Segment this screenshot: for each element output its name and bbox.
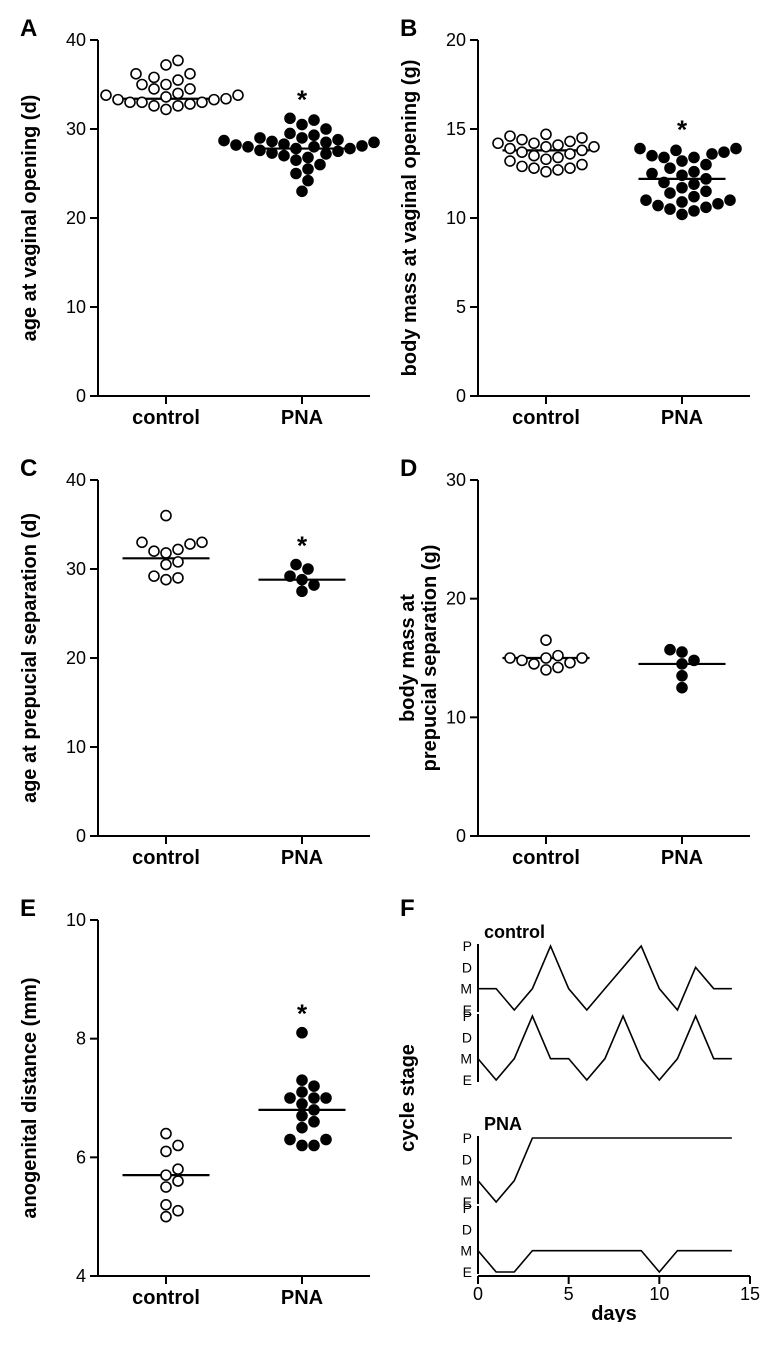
svg-text:*: * <box>297 999 308 1029</box>
panel-E: E 4 6 8 10 anogenital distance (mm) control PNA… <box>12 892 382 1322</box>
svg-text:5: 5 <box>564 1284 574 1304</box>
svg-text:control: control <box>512 407 580 429</box>
panel-B: B 0 5 10 15 20 body mass at vaginal opening (g… <box>392 12 762 442</box>
svg-text:E: E <box>20 895 36 922</box>
svg-text:20: 20 <box>446 30 466 50</box>
svg-text:4: 4 <box>76 1266 86 1286</box>
svg-text:control: control <box>484 922 545 942</box>
svg-text:40: 40 <box>66 30 86 50</box>
svg-text:PNA: PNA <box>661 407 703 429</box>
svg-text:control: control <box>132 847 200 869</box>
svg-text:6: 6 <box>76 1147 86 1167</box>
svg-text:15: 15 <box>446 119 466 139</box>
panel-F: Fcycle stage051015dayscontrolPDMEPDMEPNA… <box>392 892 762 1322</box>
panel-C: C 0 10 20 30 40 age at prepucial separation (d… <box>12 452 382 882</box>
figure-grid: A010203040age at vaginal opening (d)cont… <box>12 12 761 1322</box>
svg-text:10: 10 <box>446 707 466 727</box>
svg-text:control: control <box>512 847 580 869</box>
svg-text:0: 0 <box>473 1284 483 1304</box>
svg-text:0: 0 <box>76 386 86 406</box>
svg-text:body mass at: body mass at <box>397 594 419 722</box>
svg-text:*: * <box>297 531 308 561</box>
svg-text:PNA: PNA <box>281 407 323 429</box>
svg-text:E: E <box>463 1072 472 1088</box>
svg-text:20: 20 <box>66 648 86 668</box>
svg-text:P: P <box>463 1200 472 1216</box>
svg-text:30: 30 <box>66 119 86 139</box>
svg-text:control: control <box>132 1287 200 1309</box>
svg-text:M: M <box>460 1243 472 1259</box>
svg-text:0: 0 <box>76 826 86 846</box>
svg-text:E: E <box>463 1264 472 1280</box>
panel-A: A 0 10 20 30 40 age at vaginal opening (d) cont… <box>12 12 382 442</box>
svg-text:F: F <box>400 895 415 922</box>
svg-text:D: D <box>462 1221 472 1237</box>
svg-text:*: * <box>677 115 688 145</box>
panel-D: D 0 10 20 30 body mass atprepucial separation… <box>392 452 762 882</box>
svg-text:30: 30 <box>446 470 466 490</box>
svg-text:age at prepucial separation (d: age at prepucial separation (d) <box>19 513 41 803</box>
svg-text:5: 5 <box>456 297 466 317</box>
svg-text:*: * <box>297 84 308 114</box>
svg-text:10: 10 <box>66 910 86 930</box>
svg-text:PNA: PNA <box>281 847 323 869</box>
svg-text:control: control <box>132 407 200 429</box>
svg-text:prepucial separation (g): prepucial separation (g) <box>419 545 441 772</box>
svg-text:B: B <box>400 15 417 42</box>
svg-text:M: M <box>460 1173 472 1189</box>
svg-text:P: P <box>463 938 472 954</box>
svg-text:20: 20 <box>446 589 466 609</box>
svg-text:10: 10 <box>66 297 86 317</box>
svg-text:10: 10 <box>649 1284 669 1304</box>
svg-text:10: 10 <box>446 208 466 228</box>
svg-text:M: M <box>460 1051 472 1067</box>
svg-text:PNA: PNA <box>661 847 703 869</box>
svg-text:20: 20 <box>66 208 86 228</box>
svg-text:D: D <box>462 959 472 975</box>
svg-text:8: 8 <box>76 1029 86 1049</box>
svg-text:days: days <box>591 1303 637 1322</box>
svg-text:P: P <box>463 1008 472 1024</box>
svg-text:30: 30 <box>66 559 86 579</box>
svg-text:body mass at vaginal opening (: body mass at vaginal opening (g) <box>399 60 421 377</box>
svg-text:PNA: PNA <box>281 1287 323 1309</box>
svg-text:age at vaginal opening (d): age at vaginal opening (d) <box>19 95 41 342</box>
svg-text:10: 10 <box>66 737 86 757</box>
svg-text:A: A <box>20 15 37 42</box>
svg-text:D: D <box>462 1151 472 1167</box>
svg-text:D: D <box>400 455 417 482</box>
svg-text:PNA: PNA <box>484 1114 522 1134</box>
svg-text:P: P <box>463 1130 472 1146</box>
svg-text:C: C <box>20 455 37 482</box>
svg-text:40: 40 <box>66 470 86 490</box>
svg-text:D: D <box>462 1029 472 1045</box>
svg-text:15: 15 <box>740 1284 760 1304</box>
svg-text:anogenital distance (mm): anogenital distance (mm) <box>19 977 41 1218</box>
svg-text:0: 0 <box>456 826 466 846</box>
svg-text:0: 0 <box>456 386 466 406</box>
svg-text:M: M <box>460 981 472 997</box>
svg-text:cycle stage: cycle stage <box>397 1044 419 1152</box>
